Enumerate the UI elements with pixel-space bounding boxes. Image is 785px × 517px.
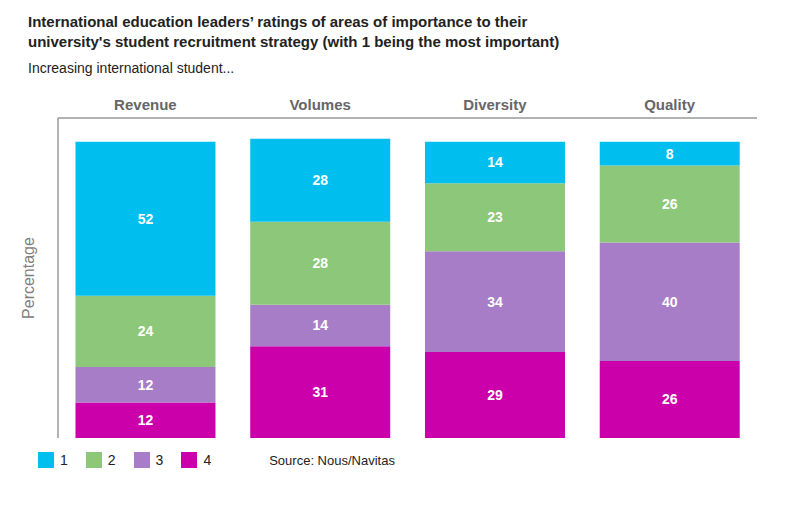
svg-text:28: 28 (312, 172, 328, 188)
svg-text:26: 26 (662, 391, 678, 407)
html-text:3: 3 (155, 452, 164, 468)
html-text:university's student recruitme: university's student recruitment strateg… (28, 33, 560, 50)
svg-text:24: 24 (138, 323, 154, 339)
html-text:2: 2 (107, 452, 116, 468)
svg-text:14: 14 (312, 317, 328, 333)
html-text:1: 1 (60, 452, 68, 468)
svg-text:12: 12 (138, 412, 154, 428)
svg-text:28: 28 (312, 255, 328, 271)
svg-text:Volumes: Volumes (289, 96, 350, 113)
svg-text:29: 29 (487, 387, 503, 403)
svg-text:23: 23 (487, 209, 503, 225)
svg-text:31: 31 (312, 384, 328, 400)
svg-text:Percentage: Percentage (20, 237, 37, 319)
html-text:4: 4 (203, 452, 212, 468)
svg-text:52: 52 (138, 211, 154, 227)
svg-text:26: 26 (662, 196, 678, 212)
svg-text:Diversity: Diversity (463, 96, 527, 113)
html-text:Source: Nous/Navitas: Source: Nous/Navitas (269, 452, 395, 468)
svg-text:Revenue: Revenue (114, 96, 177, 113)
html-text:Increasing international stude: Increasing international student... (28, 60, 235, 76)
svg-text:8: 8 (666, 146, 674, 162)
html-text:International education leader: International education leaders’ ratings… (28, 13, 528, 30)
svg-text:12: 12 (138, 377, 154, 393)
svg-text:Quality: Quality (644, 96, 696, 113)
svg-text:34: 34 (487, 294, 503, 310)
svg-text:40: 40 (662, 294, 678, 310)
svg-text:14: 14 (487, 154, 503, 170)
